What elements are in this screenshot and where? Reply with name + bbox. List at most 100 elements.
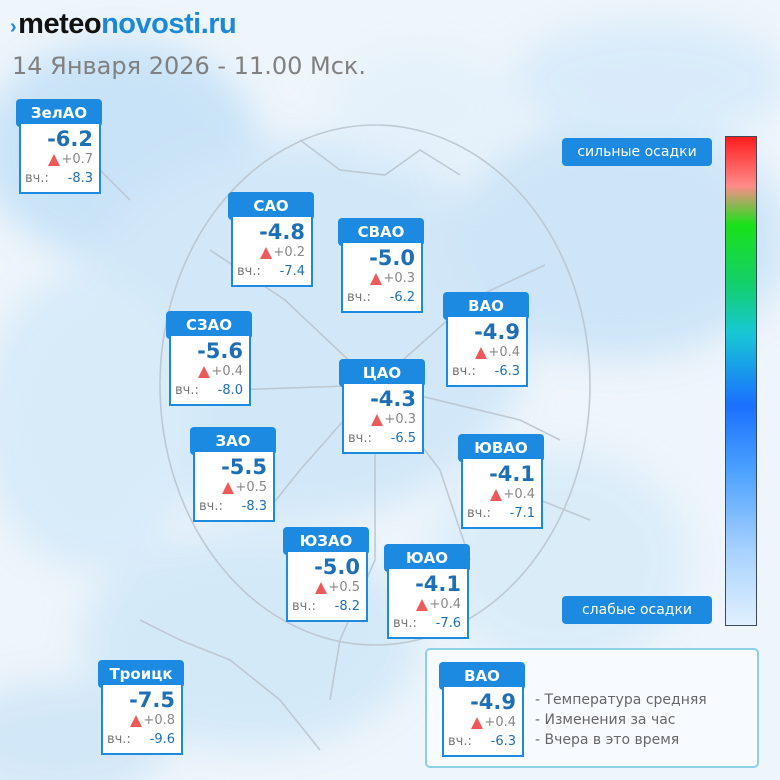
yesterday-value: -7.6 — [435, 616, 461, 631]
light-precipitation-label: слабые осадки — [562, 596, 712, 624]
district-card-body: -4.8 +0.2 вч.: -7.4 — [231, 217, 313, 287]
legend-sample-card: ВАО -4.9 +0.4 вч.: -6.3 — [439, 662, 525, 760]
district-card-zao: ЗАО -5.5 +0.5 вч.: -8.3 — [190, 427, 276, 525]
yesterday-row: вч.: -8.0 — [175, 383, 243, 399]
yesterday-row: вч.: -7.6 — [393, 616, 461, 632]
yesterday-label: вч.: — [292, 599, 316, 614]
district-name: САО — [228, 192, 314, 220]
rise-triangle-icon — [222, 482, 235, 494]
district-card-vao: ВАО -4.9 +0.4 вч.: -6.3 — [443, 292, 529, 390]
precipitation-color-scale — [725, 136, 757, 626]
district-card-troitsk: Троицк -7.5 +0.8 вч.: -9.6 — [98, 660, 184, 758]
site-logo[interactable]: ›meteonovosti.ru — [10, 6, 237, 45]
yesterday-value: -6.5 — [390, 431, 416, 446]
yesterday-row: вч.: -7.4 — [237, 264, 305, 280]
legend-explanations: - Температура средняя - Изменения за час… — [535, 690, 707, 750]
logo-chevron-icon: › — [10, 16, 17, 38]
yesterday-label: вч.: — [393, 616, 417, 631]
district-name: ЗАО — [190, 427, 276, 455]
district-name: Троицк — [98, 660, 184, 688]
hourly-change: +0.2 — [260, 245, 305, 261]
hourly-change: +0.3 — [371, 412, 416, 428]
rise-triangle-icon — [130, 715, 143, 727]
district-name: СЗАО — [166, 311, 252, 339]
district-card-body: -5.0 +0.3 вч.: -6.2 — [341, 243, 423, 313]
district-card-yuvao: ЮВАО -4.1 +0.4 вч.: -7.1 — [458, 434, 544, 532]
average-temperature: -4.3 — [370, 387, 416, 411]
yesterday-label: вч.: — [25, 171, 49, 186]
hourly-change: +0.5 — [315, 580, 360, 596]
yesterday-row: вч.: -6.5 — [348, 431, 416, 447]
district-card-body: -5.5 +0.5 вч.: -8.3 — [193, 452, 275, 522]
rise-triangle-icon — [198, 366, 211, 378]
average-temperature: -5.0 — [314, 555, 360, 579]
hourly-change: +0.5 — [222, 480, 267, 496]
hourly-change-value: +0.4 — [488, 345, 520, 360]
yesterday-value: -6.3 — [494, 364, 520, 379]
hourly-change: +0.8 — [130, 713, 175, 729]
district-card-sao: САО -4.8 +0.2 вч.: -7.4 — [228, 192, 314, 290]
rise-triangle-icon — [260, 247, 273, 259]
district-card-yuao: ЮАО -4.1 +0.4 вч.: -7.6 — [384, 544, 470, 642]
district-name: СВАО — [338, 218, 424, 246]
average-temperature: -7.5 — [129, 688, 175, 712]
hourly-change-value: +0.5 — [328, 580, 360, 595]
average-temperature: -4.1 — [415, 572, 461, 596]
legend-box: ВАО -4.9 +0.4 вч.: -6.3 - Температура сре… — [425, 648, 759, 768]
district-card-zelao: ЗелАО -6.2 +0.7 вч.: -8.3 — [16, 99, 102, 197]
hourly-change: +0.4 — [490, 487, 535, 503]
yesterday-row: вч.: -8.2 — [292, 599, 360, 615]
district-card-body: -7.5 +0.8 вч.: -9.6 — [101, 685, 183, 755]
average-temperature: -5.6 — [197, 339, 243, 363]
yesterday-value: -7.4 — [279, 264, 305, 279]
district-card-body: -4.1 +0.4 вч.: -7.6 — [387, 569, 469, 639]
district-card-body: -5.0 +0.5 вч.: -8.2 — [286, 552, 368, 622]
yesterday-value: -6.3 — [490, 734, 516, 749]
hourly-change: +0.4 — [416, 597, 461, 613]
rise-triangle-icon — [490, 489, 503, 501]
hourly-change-value: +0.3 — [383, 271, 415, 286]
average-temperature: -4.9 — [474, 320, 520, 344]
district-card-body: -4.9 +0.4 вч.: -6.3 — [446, 317, 528, 387]
yesterday-row: вч.: -6.3 — [452, 364, 520, 380]
hourly-change-value: +0.4 — [429, 597, 461, 612]
average-temperature: -5.5 — [221, 455, 267, 479]
logo-part-domain: .ru — [200, 8, 237, 40]
hourly-change: +0.3 — [370, 271, 415, 287]
rise-triangle-icon — [416, 599, 429, 611]
yesterday-value: -6.2 — [389, 290, 415, 305]
hourly-change-value: +0.4 — [211, 364, 243, 379]
yesterday-label: вч.: — [175, 383, 199, 398]
average-temperature: -4.1 — [489, 462, 535, 486]
yesterday-label: вч.: — [237, 264, 261, 279]
logo-part-meteo: meteo — [18, 8, 102, 40]
district-name: ЮАО — [384, 544, 470, 572]
yesterday-value: -8.3 — [241, 499, 267, 514]
district-name: ВАО — [443, 292, 529, 320]
hourly-change: +0.4 — [475, 345, 520, 361]
district-card-body: -4.1 +0.4 вч.: -7.1 — [461, 459, 543, 529]
yesterday-row: вч.: -6.2 — [347, 290, 415, 306]
yesterday-row: вч.: -7.1 — [467, 506, 535, 522]
district-card-body: -4.9 +0.4 вч.: -6.3 — [442, 687, 524, 757]
district-name: ЮВАО — [458, 434, 544, 462]
yesterday-label: вч.: — [348, 431, 372, 446]
district-card-yuzao: ЮЗАО -5.0 +0.5 вч.: -8.2 — [283, 527, 369, 625]
yesterday-label: вч.: — [448, 734, 472, 749]
logo-part-novosti: novosti — [101, 8, 201, 40]
yesterday-row: вч.: -8.3 — [199, 499, 267, 515]
yesterday-label: вч.: — [347, 290, 371, 305]
district-name: ЮЗАО — [283, 527, 369, 555]
district-name: ЦАО — [339, 359, 425, 387]
hourly-change-value: +0.7 — [61, 152, 93, 167]
yesterday-value: -9.6 — [149, 732, 175, 747]
yesterday-value: -8.0 — [217, 383, 243, 398]
hourly-change: +0.7 — [48, 152, 93, 168]
hourly-change-value: +0.4 — [503, 487, 535, 502]
hourly-change-value: +0.2 — [273, 245, 305, 260]
rise-triangle-icon — [475, 347, 488, 359]
legend-line-hourly-change: - Изменения за час — [535, 712, 676, 728]
hourly-change-value: +0.4 — [484, 715, 516, 730]
yesterday-value: -8.2 — [334, 599, 360, 614]
yesterday-row: вч.: -9.6 — [107, 732, 175, 748]
